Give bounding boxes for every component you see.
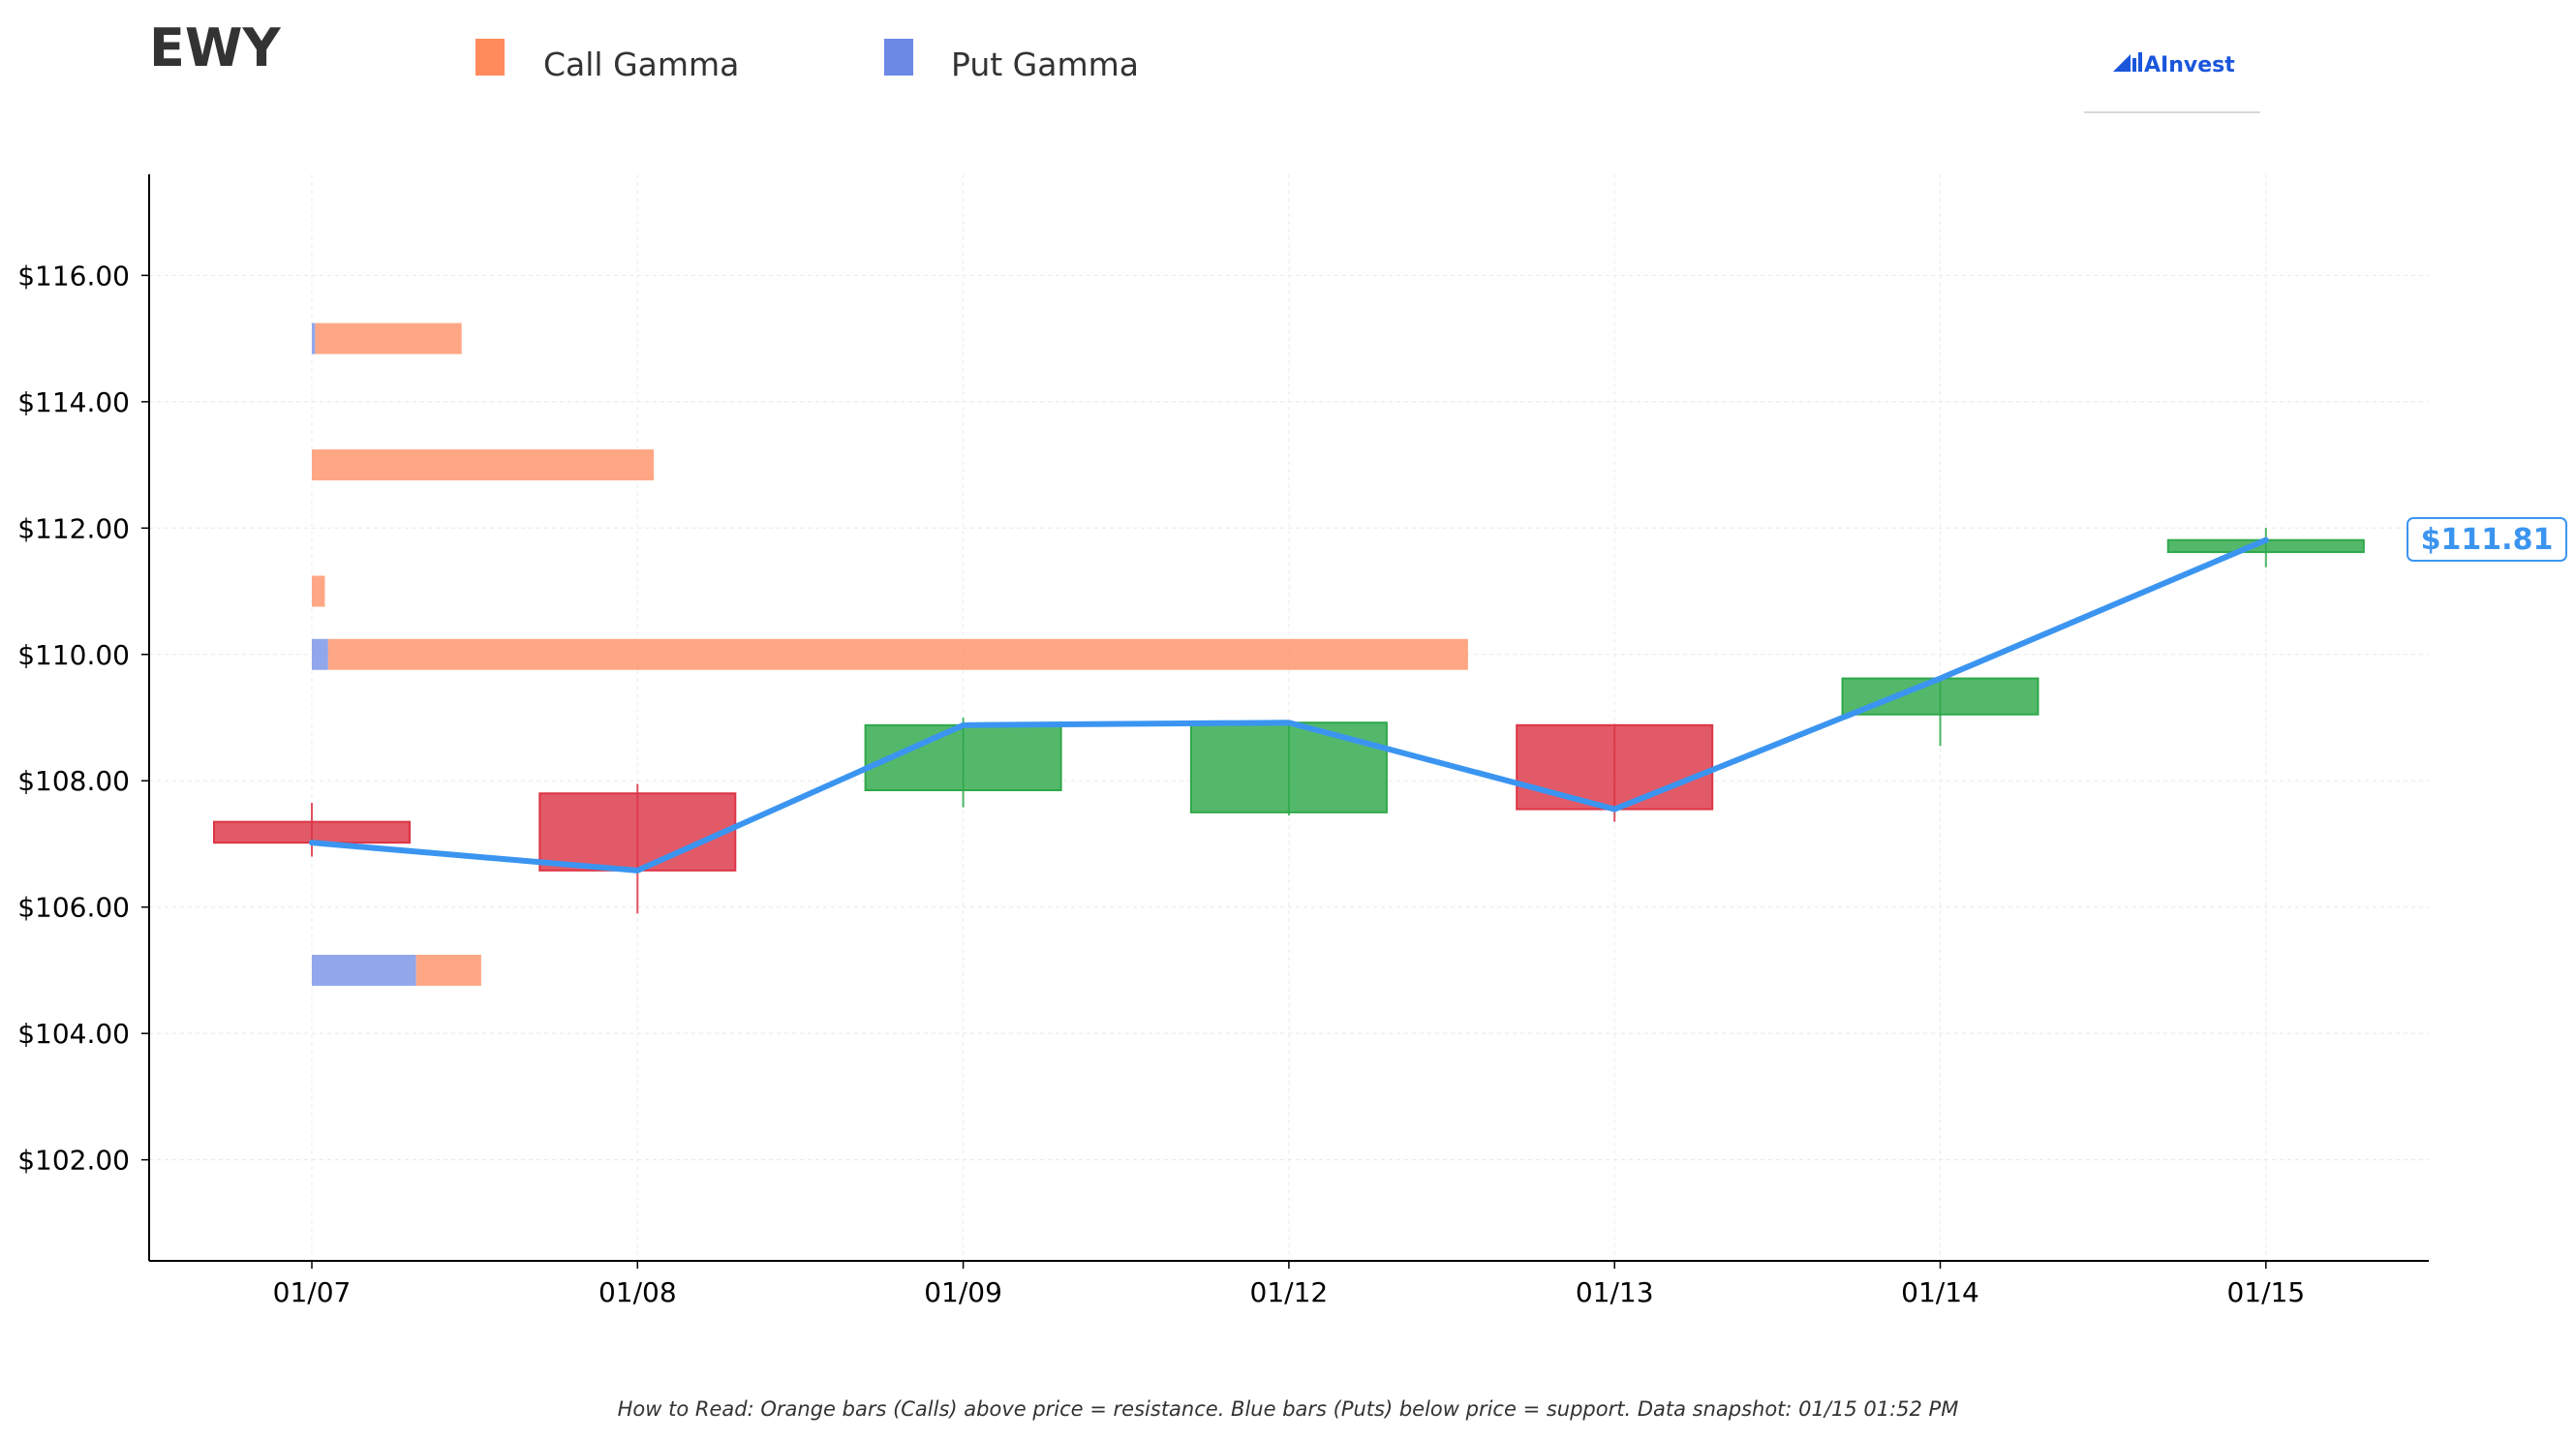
close-price-line: [309, 537, 2269, 874]
gamma-bars-layer: [312, 322, 1468, 986]
legend-label-call: Call Gamma: [543, 46, 739, 83]
last-price-label: $111.81: [2421, 523, 2554, 557]
call-gamma-bar: [415, 954, 481, 986]
y-tick-label: $104.00: [17, 1018, 130, 1050]
y-tick-label: $102.00: [17, 1145, 130, 1177]
legend-swatch-put: [884, 39, 913, 76]
candle-body: [864, 723, 1062, 792]
x-tick-label: 01/14: [1901, 1276, 1979, 1308]
candle-body: [1841, 677, 2039, 716]
x-tick-label: 01/15: [2226, 1276, 2305, 1308]
x-tick-label: 01/07: [273, 1276, 352, 1308]
candle-body: [538, 792, 737, 872]
call-gamma-bar: [315, 322, 462, 354]
logo-chart-icon: [2113, 52, 2142, 72]
ainvest-logo: AInvest: [2084, 52, 2260, 113]
y-tick-label: $110.00: [17, 639, 130, 671]
chart-title: EWY: [149, 17, 281, 78]
y-tick-label: $106.00: [17, 892, 130, 924]
candle-body: [1189, 721, 1388, 813]
put-gamma-bar: [312, 322, 316, 354]
candle-body: [1516, 723, 1714, 811]
footnote: How to Read: Orange bars (Calls) above p…: [618, 1397, 1959, 1421]
put-gamma-bar: [312, 638, 328, 670]
logo-text: AInvest: [2144, 53, 2235, 77]
put-gamma-bar: [312, 954, 416, 986]
grid-layer: [149, 174, 2429, 1261]
legend: Call Gamma Put Gamma: [475, 39, 1139, 83]
last-price-badge: $111.81: [2407, 517, 2567, 562]
y-tick-label: $108.00: [17, 765, 130, 797]
candle-body: [213, 820, 411, 844]
y-tick-label: $112.00: [17, 512, 130, 544]
y-tick-label: $114.00: [17, 386, 130, 418]
legend-swatch-call: [475, 39, 505, 76]
x-tick-label: 01/12: [1250, 1276, 1329, 1308]
call-gamma-bar: [312, 449, 655, 481]
last-price-box: [2407, 517, 2567, 562]
legend-label-put: Put Gamma: [951, 46, 1139, 83]
price-line-layer: [309, 537, 2269, 874]
x-tick-label: 01/09: [924, 1276, 1002, 1308]
x-tick-label: 01/13: [1576, 1276, 1654, 1308]
call-gamma-bar: [327, 638, 1468, 670]
y-tick-label: $116.00: [17, 260, 130, 291]
tick-labels-layer: $102.00 $104.00 $106.00 $108.00 $110.00 $112.…: [17, 260, 2305, 1308]
x-tick-label: 01/08: [598, 1276, 677, 1308]
call-gamma-bar: [312, 575, 325, 607]
